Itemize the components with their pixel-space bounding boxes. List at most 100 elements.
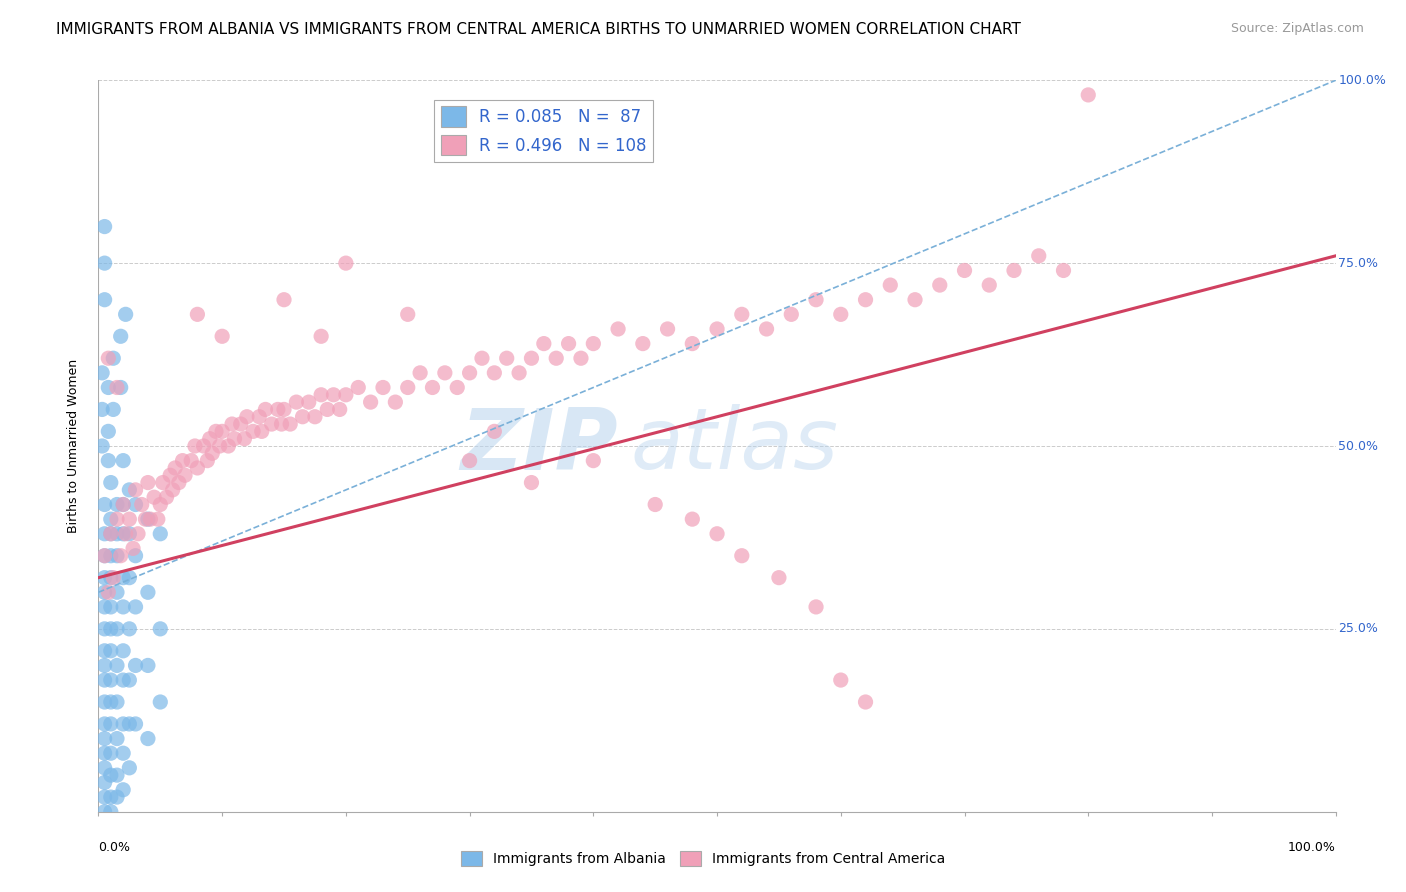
Point [879,278,901,293]
Point [904,293,927,307]
Point [105,658,128,673]
Point [184,439,207,453]
Point [546,351,568,366]
Point [105,526,128,541]
Point [247,409,270,424]
Point [103,402,125,417]
Point [105,695,128,709]
Point [112,599,135,614]
Point [118,761,141,775]
Point [316,402,339,417]
Point [93,599,115,614]
Point [159,468,181,483]
Point [93,695,115,709]
Point [384,395,406,409]
Point [118,512,141,526]
Point [396,307,419,321]
Point [97,585,120,599]
Point [112,644,135,658]
Point [105,790,128,805]
Point [124,717,146,731]
Point [706,322,728,336]
Text: Source: ZipAtlas.com: Source: ZipAtlas.com [1230,22,1364,36]
Point [131,498,153,512]
Point [143,490,166,504]
Point [1028,249,1050,263]
Point [458,453,481,467]
Point [118,717,141,731]
Point [446,380,468,394]
Point [569,351,592,366]
Point [124,599,146,614]
Point [139,512,162,526]
Point [149,695,172,709]
Point [270,417,292,431]
Point [278,417,301,431]
Point [93,775,115,789]
Point [250,425,273,439]
Point [134,512,156,526]
Point [124,483,146,497]
Point [582,336,605,351]
Point [124,549,146,563]
Text: 0.0%: 0.0% [98,841,131,854]
Point [100,746,122,760]
Point [105,380,128,394]
Point [112,498,135,512]
Point [855,293,877,307]
Point [830,307,852,321]
Point [105,512,128,526]
Point [112,673,135,687]
Point [1077,87,1099,102]
Point [347,380,370,394]
Point [433,366,456,380]
Point [224,432,246,446]
Point [322,388,344,402]
Point [755,322,778,336]
Point [93,256,115,270]
Point [93,673,115,687]
Point [93,717,115,731]
Point [127,526,149,541]
Point [205,425,228,439]
Point [211,425,233,439]
Point [100,549,122,563]
Point [285,395,308,409]
Point [267,402,290,417]
Point [136,658,159,673]
Point [100,622,122,636]
Point [103,571,125,585]
Point [118,622,141,636]
Point [979,278,1001,293]
Point [195,453,218,467]
Point [100,805,122,819]
Point [520,475,543,490]
Point [149,526,172,541]
Point [152,475,174,490]
Point [149,498,172,512]
Point [91,402,114,417]
Point [110,329,132,343]
Point [100,768,122,782]
Point [136,585,159,599]
Point [93,526,115,541]
Point [335,388,357,402]
Point [114,526,136,541]
Point [112,526,135,541]
Point [110,380,132,394]
Point [110,549,132,563]
Point [221,417,243,431]
Text: IMMIGRANTS FROM ALBANIA VS IMMIGRANTS FROM CENTRAL AMERICA BIRTHS TO UNMARRIED W: IMMIGRANTS FROM ALBANIA VS IMMIGRANTS FR… [56,22,1021,37]
Point [105,498,128,512]
Point [309,388,332,402]
Point [396,380,419,394]
Point [471,351,494,366]
Point [855,695,877,709]
Point [100,475,122,490]
Text: 25.0%: 25.0% [1339,623,1378,635]
Point [91,439,114,453]
Point [93,219,115,234]
Point [100,571,122,585]
Point [211,329,233,343]
Point [112,746,135,760]
